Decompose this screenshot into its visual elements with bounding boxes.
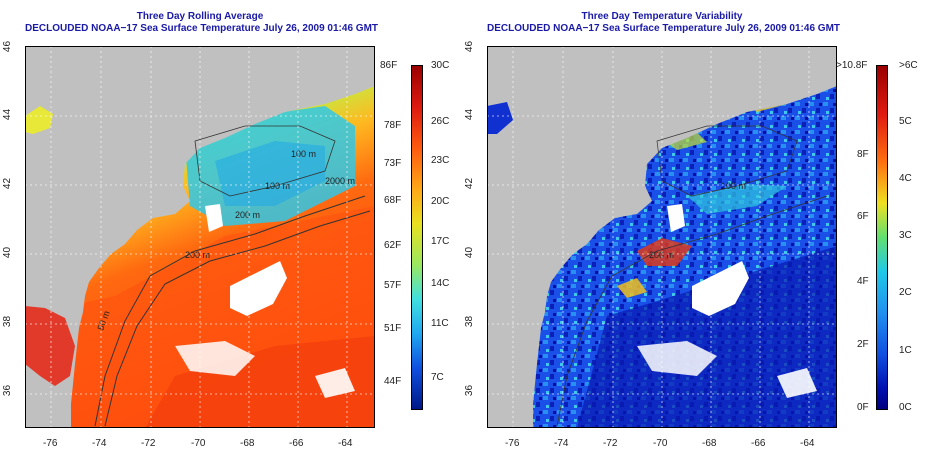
- left-colorbar: [411, 65, 423, 410]
- colorbar-label-f: >10.8F: [836, 60, 868, 71]
- colorbar-label-f: 51F: [384, 323, 402, 334]
- right-lon-tick: -70: [653, 438, 668, 449]
- left-lon-tick: -68: [240, 438, 255, 449]
- left-lat-tick: 42: [2, 177, 14, 190]
- colorbar-label-f: 86F: [380, 60, 398, 71]
- right-lat-tick: 42: [464, 177, 476, 190]
- contour-label: 100 m: [265, 181, 290, 191]
- left-lat-tick: 46: [2, 40, 14, 53]
- left-lon-tick: -74: [92, 438, 107, 449]
- left-lat-tick: 44: [2, 108, 14, 121]
- right-lat-tick: 38: [464, 315, 476, 328]
- left-map-subtitle: DECLOUDED NOAA−17 Sea Surface Temperatur…: [25, 23, 379, 34]
- colorbar-label-f: 44F: [384, 376, 402, 387]
- land: [25, 46, 375, 428]
- colorbar-label-c: 11C: [431, 318, 449, 329]
- colorbar-label-c: 2C: [899, 287, 912, 298]
- colorbar-label-c: 4C: [899, 173, 912, 184]
- colorbar-label-c: 17C: [431, 236, 450, 247]
- left-lon-tick: -76: [43, 438, 58, 449]
- contour-label: 200 m: [235, 210, 260, 220]
- right-lon-tick: -76: [505, 438, 520, 449]
- colorbar-label-f: 2F: [857, 339, 869, 350]
- left-lon-tick: -70: [191, 438, 206, 449]
- right-lat-tick: 40: [464, 246, 476, 259]
- contour-label: 100 m: [721, 181, 746, 191]
- colorbar-label-c: 7C: [431, 372, 444, 383]
- left-lat-tick: 38: [2, 315, 14, 328]
- right-lon-tick: -66: [751, 438, 766, 449]
- left-lon-tick: -64: [338, 438, 353, 449]
- colorbar-label-c: 20C: [431, 196, 450, 207]
- right-lat-tick: 36: [464, 384, 476, 397]
- colorbar-label-f: 8F: [857, 149, 869, 160]
- colorbar-label-c: 14C: [431, 278, 450, 289]
- contour-label: 100 m: [291, 149, 316, 159]
- colorbar-label-c: >6C: [899, 60, 918, 71]
- colorbar-label-f: 4F: [857, 276, 869, 287]
- colorbar-label-c: 26C: [431, 116, 450, 127]
- left-lat-tick: 40: [2, 246, 14, 259]
- left-lat-tick: 36: [2, 384, 14, 397]
- right-lat-tick: 46: [464, 40, 476, 53]
- right-lon-tick: -72: [603, 438, 618, 449]
- contour-label: 200 m: [185, 250, 210, 260]
- land: [487, 46, 837, 428]
- contour-label: 2000 m: [325, 176, 355, 186]
- right-map-subtitle: DECLOUDED NOAA−17 Sea Surface Temperatur…: [487, 23, 841, 34]
- right-lon-tick: -74: [554, 438, 569, 449]
- right-map-title: Three Day Temperature Variability: [581, 11, 743, 22]
- contour-label: 200 m: [649, 250, 674, 260]
- colorbar-label-c: 23C: [431, 155, 450, 166]
- colorbar-label-c: 1C: [899, 345, 912, 356]
- colorbar-label-c: 0C: [899, 402, 912, 413]
- left-lon-tick: -66: [289, 438, 304, 449]
- cloud-patch: [692, 261, 749, 316]
- colorbar-label-f: 68F: [384, 195, 402, 206]
- colorbar-label-f: 57F: [384, 280, 402, 291]
- right-colorbar: [876, 65, 888, 410]
- colorbar-label-c: 30C: [431, 60, 450, 71]
- colorbar-label-f: 78F: [384, 120, 402, 131]
- colorbar-label-f: 62F: [384, 240, 402, 251]
- left-map-title: Three Day Rolling Average: [136, 11, 264, 22]
- colorbar-label-f: 6F: [857, 211, 869, 222]
- colorbar-label-f: 0F: [857, 402, 869, 413]
- right-lon-tick: -64: [800, 438, 815, 449]
- colorbar-label-c: 3C: [899, 230, 912, 241]
- colorbar-label-f: 73F: [384, 158, 402, 169]
- colorbar-label-c: 5C: [899, 116, 912, 127]
- left-map-plot: 100 m 100 m 2000 m 200 m 200 m 50 m: [25, 46, 375, 428]
- right-map-plot: 200 m 100 m: [487, 46, 837, 428]
- right-lon-tick: -68: [702, 438, 717, 449]
- cloud-patch: [230, 261, 287, 316]
- left-lon-tick: -72: [141, 438, 156, 449]
- right-lat-tick: 44: [464, 108, 476, 121]
